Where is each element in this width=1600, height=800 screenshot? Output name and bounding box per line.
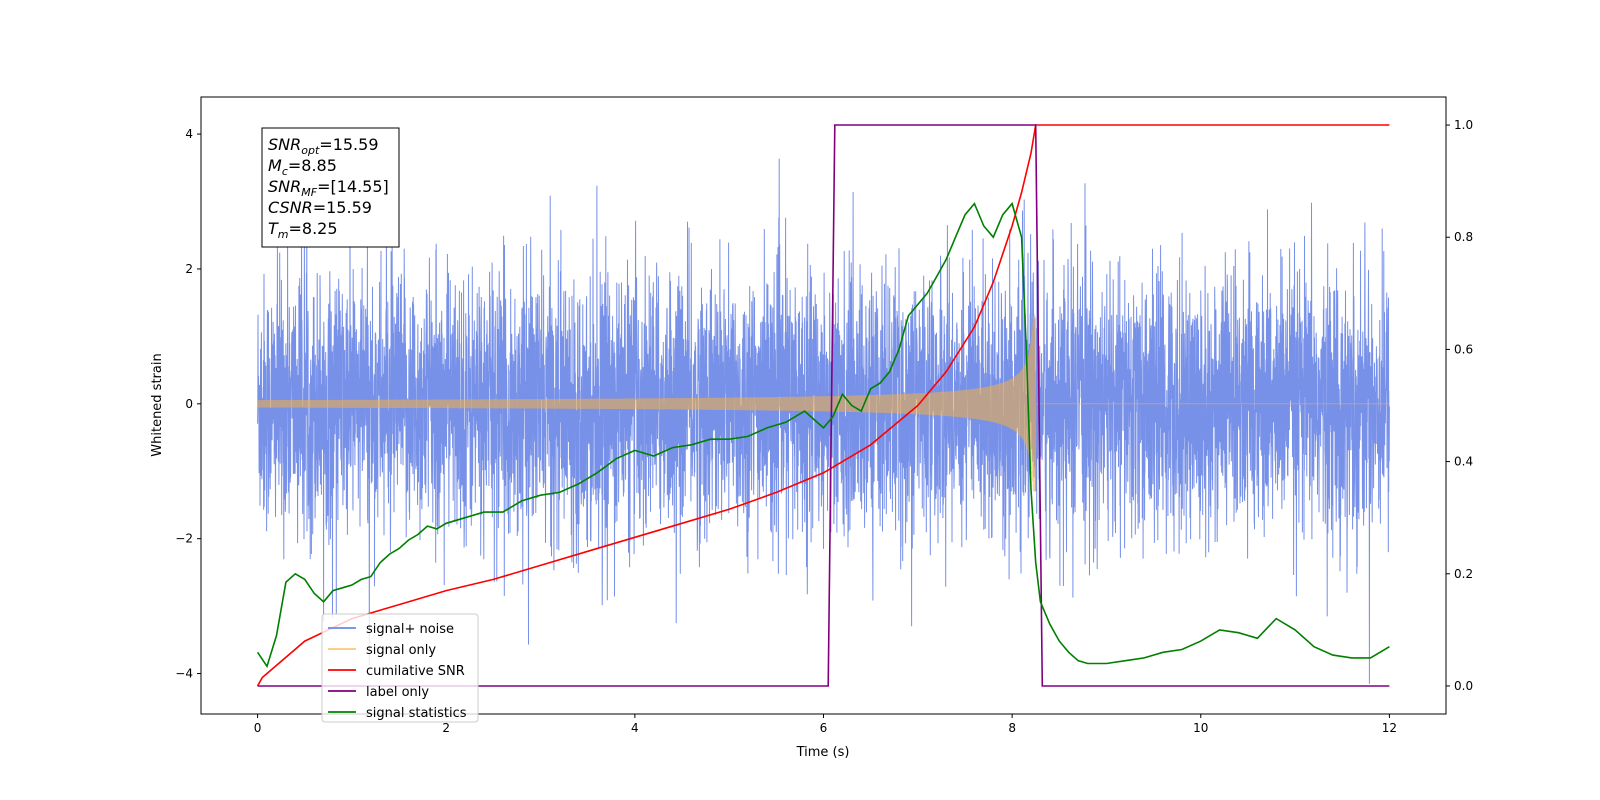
y-left-tick-label-2: 0: [185, 397, 193, 411]
y-right-tick-label-3: 0.6: [1454, 342, 1473, 356]
x-tick-label-4: 8: [1008, 721, 1016, 735]
y-right-tick-label-0: 0.0: [1454, 679, 1473, 693]
x-tick-label-2: 4: [631, 721, 639, 735]
x-tick-label-5: 10: [1193, 721, 1208, 735]
stats-lines: SNRopt=15.59Mc=8.85SNRMF=[14.55]CSNR=15.…: [268, 135, 389, 241]
x-axis-label: Time (s): [796, 745, 850, 760]
legend-label-1: signal only: [366, 643, 436, 658]
y-left-tick-label-0: −4: [175, 667, 193, 681]
stats-box-frame: [261, 127, 400, 248]
y-right-tick-label-5: 1.0: [1454, 118, 1473, 132]
stats-line-3: CSNR=15.59: [268, 198, 372, 217]
stats-line-2: SNRMF=[14.55]: [268, 177, 389, 199]
y-left-tick-label-4: 4: [185, 127, 193, 141]
y-left-tick-label-3: 2: [185, 262, 193, 276]
y-right-tick-label-2: 0.4: [1454, 455, 1473, 469]
legend-label-4: signal statistics: [366, 706, 467, 721]
series-line-1: [257, 316, 1390, 492]
stats-box: SNRopt=15.59Mc=8.85SNRMF=[14.55]CSNR=15.…: [261, 127, 400, 248]
series-layer: [256, 124, 1390, 687]
stats-line-1: Mc=8.85: [268, 156, 337, 178]
legend-label-0: signal+ noise: [366, 622, 454, 637]
series-line-2: [256, 124, 1390, 687]
series-line-0: [257, 158, 1390, 684]
y-left-tick-label-1: −2: [175, 532, 193, 546]
legend-items: signal+ noise signal only cumilative SNR la…: [328, 622, 467, 721]
legend-label-3: label only: [366, 685, 429, 700]
x-tick-label-1: 2: [442, 721, 450, 735]
x-tick-label-6: 12: [1382, 721, 1397, 735]
axes-layer: 0 2 4 6 8 10 12 −4 −2 0 2 4 0.0 0.2 0.4 0.6 0.8 1.0: [175, 118, 1473, 735]
legend: signal+ noise signal only cumilative SNR la…: [321, 613, 479, 723]
series-line-3: [257, 124, 1390, 687]
stats-line-0: SNRopt=15.59: [268, 135, 379, 157]
legend-frame: [321, 613, 479, 723]
x-tick-label-3: 6: [820, 721, 828, 735]
series-line-4: [256, 201, 1390, 669]
stats-line-4: Tm=8.25: [268, 219, 338, 241]
y-right-tick-label-1: 0.2: [1454, 567, 1473, 581]
legend-label-2: cumilative SNR: [366, 664, 465, 679]
x-tick-label-0: 0: [254, 721, 262, 735]
y-right-tick-label-4: 0.8: [1454, 230, 1473, 244]
y-axis-label: Whitened strain: [150, 353, 165, 456]
